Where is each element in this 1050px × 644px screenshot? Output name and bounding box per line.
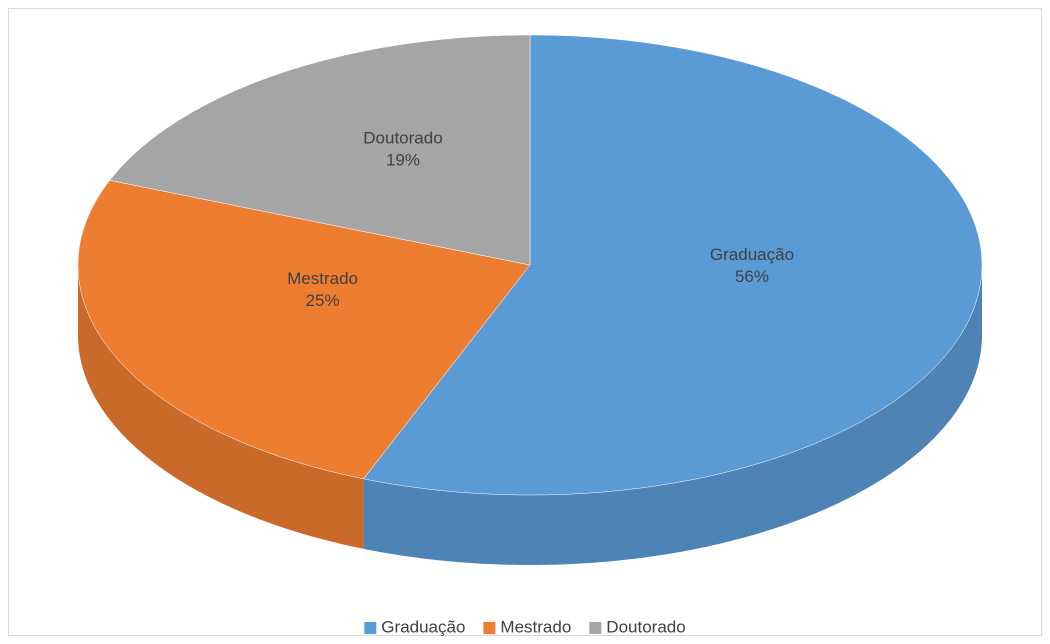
slice xyxy=(109,34,531,266)
slice-side xyxy=(78,265,364,549)
slice-side xyxy=(363,265,983,565)
legend: Graduação Mestrado Doutorado xyxy=(364,617,686,636)
slice xyxy=(363,34,983,496)
data-label-value: 25% xyxy=(306,291,340,310)
data-label-value: 56% xyxy=(735,267,769,286)
slice xyxy=(77,180,531,480)
legend-label: Mestrado xyxy=(500,617,571,636)
data-label-value: 19% xyxy=(386,150,420,169)
data-label-category: Doutorado xyxy=(363,128,442,147)
legend-label: Doutorado xyxy=(606,617,685,636)
legend-swatch xyxy=(364,622,377,634)
legend-swatch xyxy=(589,622,602,634)
legend-swatch xyxy=(483,622,496,634)
data-label-category: Graduação xyxy=(710,245,794,264)
data-label-category: Mestrado xyxy=(287,269,358,288)
legend-label: Graduação xyxy=(381,617,465,636)
